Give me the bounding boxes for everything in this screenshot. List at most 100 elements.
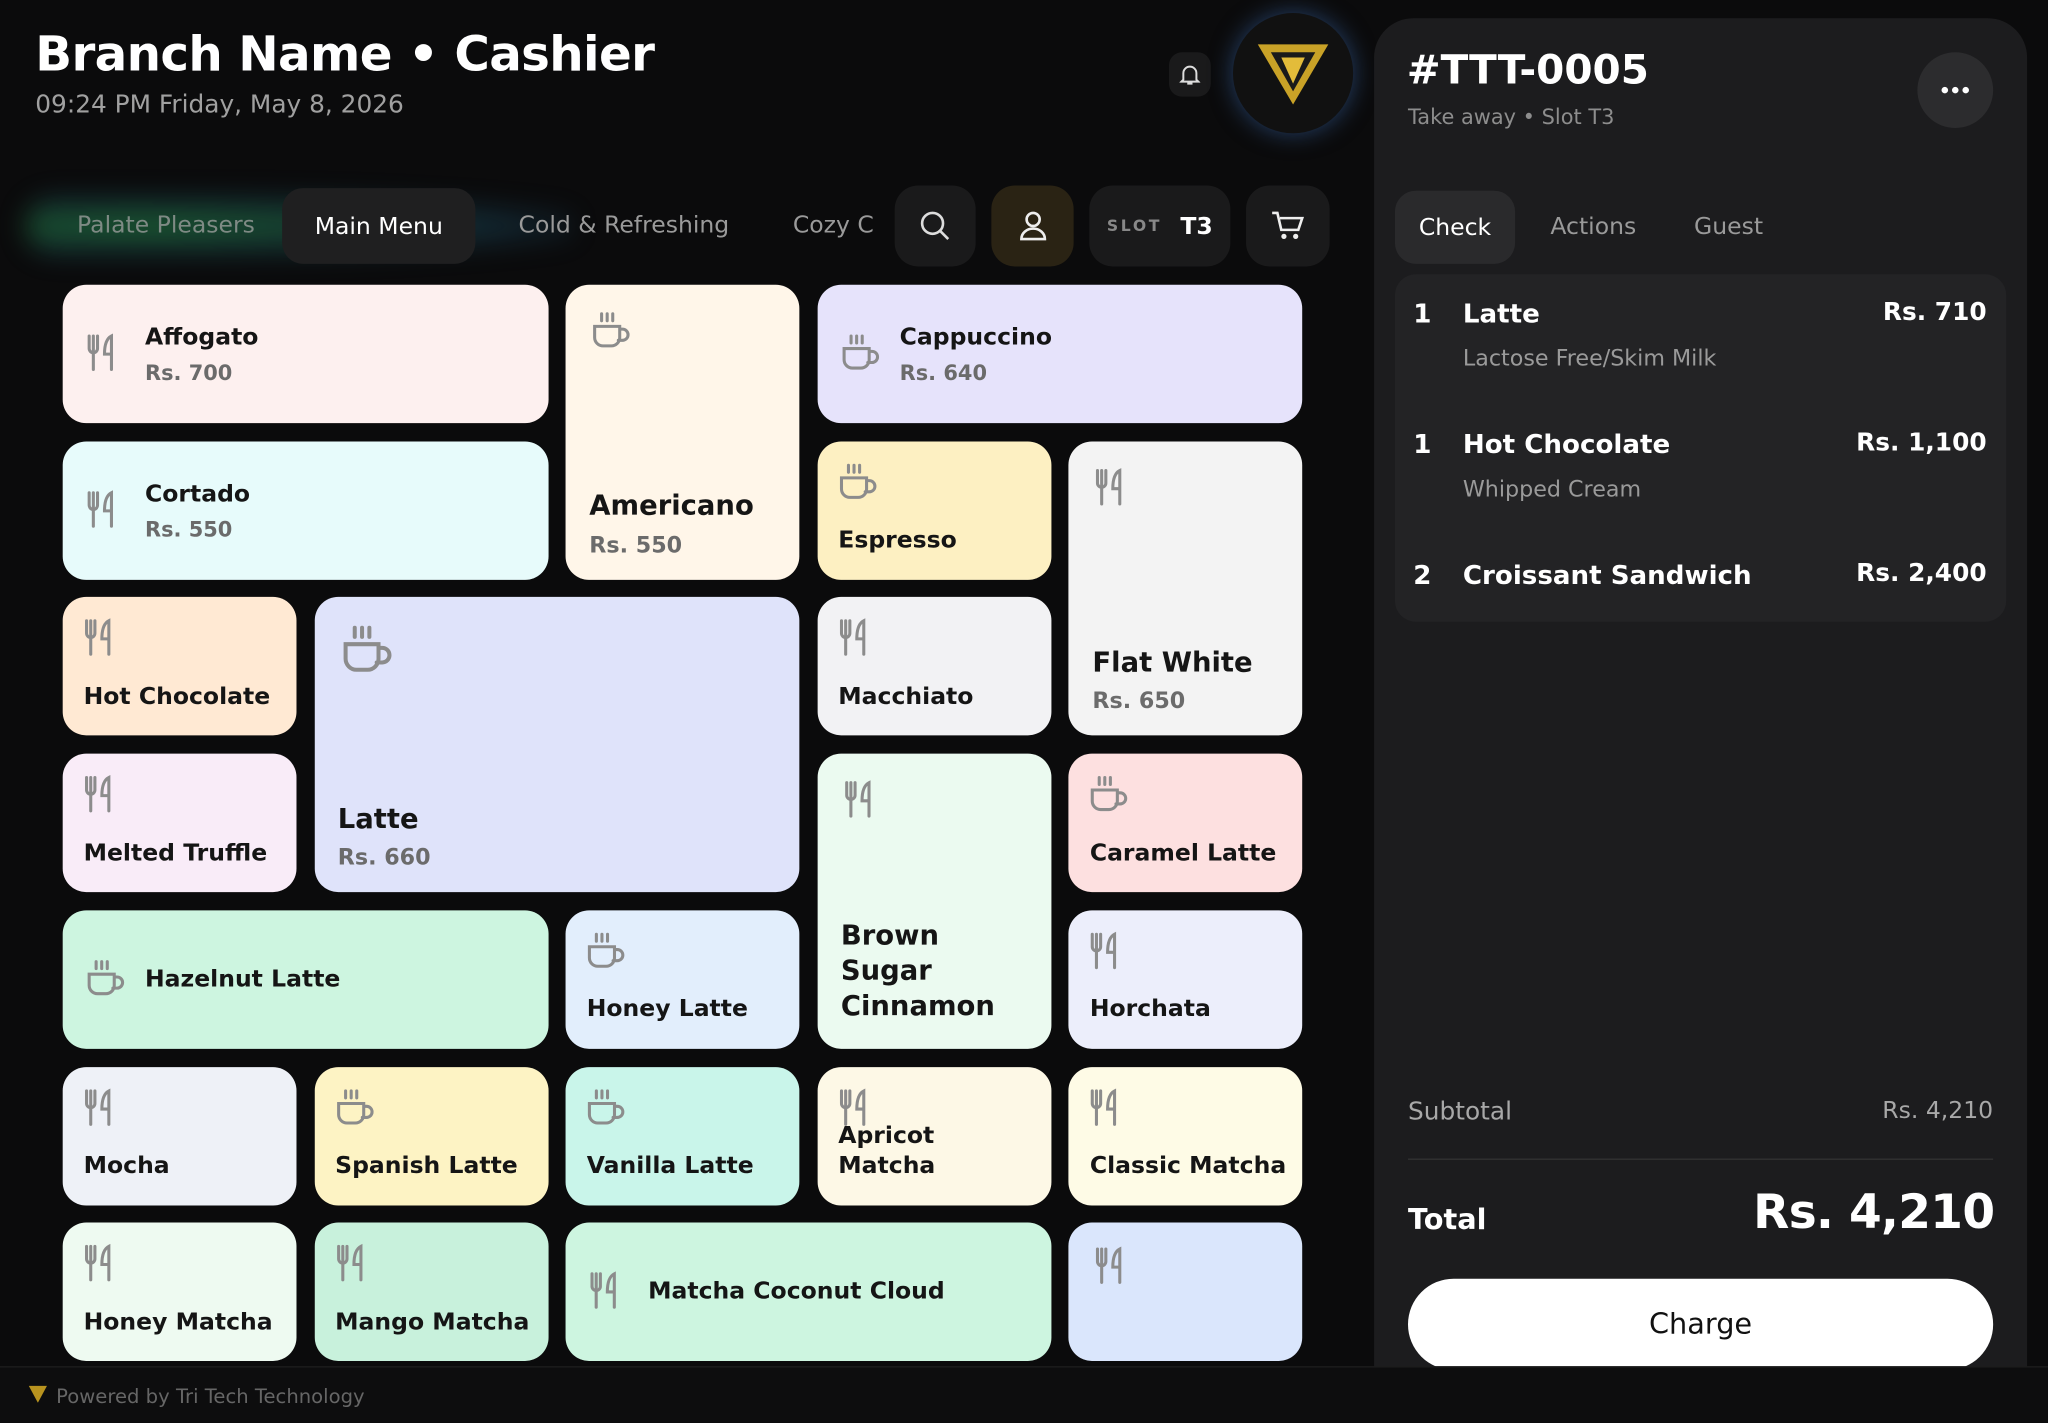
line-note: Whipped Cream — [1462, 476, 1642, 503]
subtotal-value: Rs. 4,210 — [1882, 1097, 1994, 1125]
category-tab-active[interactable]: Main Menu — [282, 188, 476, 264]
line-price: Rs. 710 — [1882, 297, 1987, 327]
cup-icon — [588, 1088, 625, 1124]
menu-item-text: Americano Rs. 550 — [589, 489, 784, 559]
menu-item[interactable]: Spanish Latte — [314, 1066, 549, 1205]
cup-icon — [839, 463, 877, 499]
menu-item[interactable]: Vanilla Latte — [565, 1066, 800, 1205]
cart-button[interactable] — [1246, 185, 1330, 267]
menu-item-icon — [1087, 772, 1129, 819]
menu-item[interactable]: Melted Truffle — [62, 753, 297, 893]
menu-item[interactable]: Hot Chocolate — [62, 597, 297, 736]
menu-item-text: Latte Rs. 660 — [337, 802, 784, 872]
slot-button[interactable]: SLOT T3 — [1089, 185, 1231, 267]
category-tab[interactable]: Palate Pleasers — [77, 210, 255, 239]
utensils-icon — [1091, 1087, 1117, 1126]
menu-item-text: Mango Matcha — [335, 1307, 532, 1338]
menu-item[interactable]: Cortado Rs. 550 — [62, 441, 549, 580]
item-price: Rs. 660 — [337, 845, 431, 872]
utensils-icon — [336, 1244, 362, 1282]
menu-item-icon — [81, 1085, 123, 1132]
order-tab[interactable]: Guest — [1694, 212, 1764, 241]
menu-item[interactable]: Matcha Coconut Cloud — [565, 1222, 1052, 1362]
item-name: Apricot Matcha — [838, 1121, 936, 1180]
menu-item-text: Vanilla Latte — [587, 1151, 784, 1182]
line-price: Rs. 2,400 — [1856, 559, 1987, 588]
menu-item[interactable]: Flat White Rs. 650 — [1068, 441, 1303, 736]
line-price: Rs. 1,100 — [1856, 428, 1987, 458]
menu-item[interactable]: Affogato Rs. 700 — [62, 284, 549, 424]
customer-button[interactable] — [991, 185, 1074, 267]
menu-item-icon — [841, 777, 883, 824]
item-name: Hazelnut Latte — [144, 965, 341, 993]
utensils-icon — [590, 1271, 617, 1310]
utensils-icon — [85, 775, 111, 813]
menu-item[interactable]: Macchiato — [817, 597, 1052, 736]
menu-item-icon — [1087, 1085, 1129, 1132]
notification-button[interactable] — [1168, 52, 1211, 97]
menu-item-text: Hot Chocolate — [84, 682, 281, 713]
more-button[interactable] — [1917, 52, 1994, 128]
item-price: Rs. 550 — [144, 517, 233, 542]
charge-button[interactable]: Charge — [1407, 1278, 1994, 1371]
menu-item-icon — [838, 330, 880, 377]
utensils-icon — [85, 618, 111, 657]
menu-item-icon — [587, 1268, 629, 1315]
menu-item-icon — [333, 1241, 375, 1288]
menu-item-text: Caramel Latte — [1090, 838, 1287, 869]
menu-item-icon — [338, 621, 393, 681]
order-id: #TTT-0005 — [1406, 47, 1649, 95]
powered-by: Powered by Tri Tech Technology — [56, 1384, 365, 1408]
menu-item-text: Spanish Latte — [335, 1151, 532, 1182]
menu-item-text: Classic Matcha — [1090, 1151, 1287, 1182]
item-name: Matcha Coconut Cloud — [648, 1278, 945, 1306]
menu-item[interactable]: Apricot Matcha — [817, 1066, 1052, 1205]
line-name: Latte — [1462, 297, 1540, 330]
total-label: Total — [1407, 1204, 1487, 1237]
menu-item[interactable]: Mocha — [62, 1066, 297, 1205]
menu-item-icon — [333, 1085, 375, 1132]
dots-icon — [1941, 86, 1969, 94]
order-lines — [1394, 274, 2007, 622]
item-name: Melted Truffle — [83, 839, 268, 867]
menu-item[interactable]: Classic Matcha — [1068, 1066, 1303, 1205]
menu-item[interactable]: Cappuccino Rs. 640 — [817, 284, 1303, 424]
utensils-icon — [87, 333, 113, 371]
cup-icon — [336, 1088, 373, 1124]
menu-item-text: Honey Matcha — [84, 1307, 281, 1338]
menu-item[interactable]: Brown Sugar Cinnamon — [817, 753, 1052, 1049]
order-tab-active[interactable]: Check — [1394, 190, 1516, 264]
menu-item-icon — [836, 616, 878, 663]
utensils-icon — [1096, 467, 1122, 506]
menu-item-text: Horchata — [1090, 994, 1287, 1025]
cup-icon — [593, 312, 630, 348]
category-tab[interactable]: Cozy Cr — [792, 210, 874, 239]
item-name: Flat White — [1092, 646, 1253, 678]
item-name: Mango Matcha — [335, 1308, 530, 1336]
menu-item[interactable]: Americano Rs. 550 — [565, 284, 800, 580]
menu-item[interactable] — [1068, 1222, 1303, 1362]
order-tab[interactable]: Actions — [1550, 212, 1637, 241]
cart-icon — [1272, 211, 1305, 240]
menu-item[interactable]: Espresso — [817, 441, 1052, 580]
item-name: Honey Latte — [586, 995, 748, 1024]
menu-item[interactable]: Hazelnut Latte — [62, 910, 549, 1049]
search-button[interactable] — [894, 185, 976, 267]
cup-icon — [588, 932, 625, 968]
menu-item[interactable]: Honey Latte — [565, 910, 800, 1049]
item-price: Rs. 550 — [589, 532, 683, 559]
menu-item[interactable]: Honey Matcha — [62, 1222, 297, 1362]
menu-item-icon — [84, 956, 126, 1003]
category-tab[interactable]: Cold & Refreshing — [518, 210, 730, 239]
menu-item[interactable]: Caramel Latte — [1068, 753, 1303, 893]
menu-item[interactable]: Horchata — [1068, 910, 1303, 1049]
menu-item-text: Brown Sugar Cinnamon — [841, 918, 1036, 1025]
logo — [1232, 13, 1354, 134]
utensils-icon — [844, 780, 871, 818]
order-subtitle: Take away • Slot T3 — [1407, 104, 1615, 130]
menu-item[interactable]: Mango Matcha — [314, 1222, 549, 1362]
menu-item[interactable]: Latte Rs. 660 — [314, 597, 800, 893]
menu-item-text: Hazelnut Latte — [145, 964, 530, 995]
cup-icon — [842, 334, 879, 370]
